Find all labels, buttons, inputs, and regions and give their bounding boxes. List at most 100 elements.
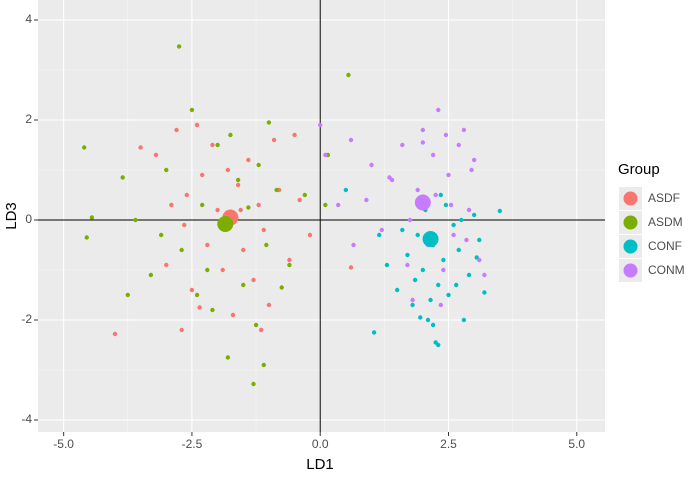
point: [348, 137, 354, 143]
point: [441, 267, 446, 273]
point: [364, 197, 369, 203]
point: [230, 312, 236, 318]
point: [348, 265, 354, 270]
point: [438, 192, 444, 198]
point: [420, 140, 426, 145]
point: [89, 215, 95, 220]
point: [384, 262, 390, 268]
point: [477, 237, 482, 243]
point: [241, 247, 246, 253]
point: [377, 232, 382, 238]
point: [482, 290, 487, 295]
point: [153, 152, 159, 158]
point: [438, 302, 444, 308]
panel: [38, 0, 605, 432]
point: [241, 282, 246, 288]
point: [264, 242, 269, 248]
point: [410, 302, 415, 308]
legend-swatch: [623, 263, 638, 278]
x-tick-label: -2.5: [182, 437, 203, 451]
point: [256, 162, 261, 168]
point: [164, 262, 169, 268]
point: [430, 152, 436, 158]
point: [266, 302, 272, 308]
point: [164, 167, 169, 173]
point: [133, 217, 138, 223]
point: [471, 157, 477, 163]
point: [400, 142, 405, 148]
point: [251, 277, 256, 283]
point: [418, 315, 423, 320]
legend-label: ASDM: [648, 215, 683, 229]
centroid: [422, 231, 439, 247]
point: [199, 202, 205, 208]
point: [238, 207, 243, 213]
x-axis-label: LD1: [306, 456, 334, 473]
point: [297, 197, 302, 203]
point: [228, 132, 233, 138]
point: [266, 120, 272, 125]
legend-swatch: [623, 191, 638, 206]
point: [436, 342, 441, 348]
point: [477, 257, 482, 263]
point: [120, 175, 125, 180]
legend-label: CONF: [648, 239, 682, 253]
point: [448, 202, 454, 208]
point: [412, 277, 418, 283]
point: [251, 381, 256, 387]
point: [274, 187, 279, 193]
point: [436, 282, 441, 288]
point: [197, 305, 202, 310]
point: [205, 242, 210, 248]
point: [189, 107, 195, 113]
point: [215, 207, 220, 213]
point: [176, 44, 182, 49]
centroid: [217, 216, 234, 232]
point: [464, 237, 469, 243]
legend-label: ASDF: [648, 191, 680, 205]
point: [194, 292, 200, 298]
point: [343, 187, 349, 193]
point: [420, 127, 426, 133]
point: [138, 145, 143, 150]
point: [184, 192, 190, 198]
point: [179, 247, 184, 253]
point: [441, 257, 446, 263]
point: [407, 217, 413, 223]
grid: -5.0 -2.5 0.0 2.5 5.0 -4 -2 0 2 4: [21, 0, 605, 451]
point: [369, 162, 374, 168]
point: [256, 202, 261, 208]
point: [205, 267, 210, 273]
point: [215, 142, 220, 148]
point: [436, 107, 441, 113]
marks: [81, 44, 503, 387]
point: [84, 235, 89, 240]
point: [451, 232, 456, 238]
point: [451, 222, 456, 228]
point: [210, 142, 215, 148]
point: [261, 362, 266, 368]
point: [112, 331, 118, 337]
y-tick-label: -4: [21, 412, 32, 426]
point: [456, 247, 461, 253]
y-tick-label: -2: [21, 312, 32, 326]
point: [430, 322, 436, 328]
point: [225, 167, 231, 173]
point: [235, 182, 241, 188]
point: [346, 72, 351, 78]
x-tick-label: 0.0: [312, 437, 329, 451]
point: [199, 172, 205, 178]
point: [415, 187, 420, 193]
point: [446, 172, 451, 178]
legend-swatch: [623, 215, 638, 230]
point: [335, 202, 341, 208]
point: [405, 262, 410, 268]
point: [387, 175, 392, 180]
point: [453, 282, 459, 288]
point: [189, 287, 195, 293]
y-axis-label: LD3: [3, 202, 20, 230]
point: [307, 232, 313, 238]
x-tick-label: 5.0: [568, 437, 585, 451]
point: [456, 142, 461, 148]
